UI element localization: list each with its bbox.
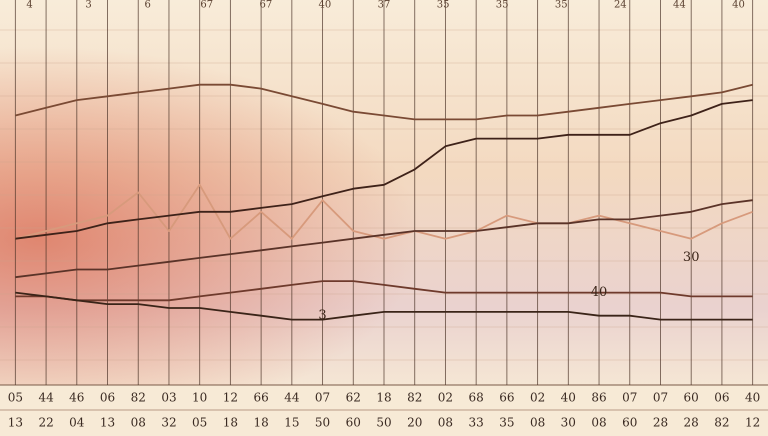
x-tick-label-2: 60 — [346, 416, 361, 430]
x-tick-label: 46 — [69, 391, 84, 405]
top-label: 35 — [437, 0, 450, 11]
x-tick-label: 40 — [561, 391, 576, 405]
x-tick-label: 18 — [376, 391, 391, 405]
series-line — [15, 291, 753, 321]
x-tick-label-2: 08 — [591, 416, 606, 430]
x-tick-label-2: 05 — [192, 416, 207, 430]
x-tick-label-2: 04 — [69, 416, 85, 430]
x-tick-label-2: 60 — [622, 416, 637, 430]
x-tick-label-2: 82 — [714, 416, 729, 430]
x-tick-label-2: 28 — [684, 416, 699, 430]
x-tick-label: 10 — [192, 391, 207, 405]
x-tick-label-2: 15 — [284, 416, 299, 430]
x-tick-label-2: 08 — [438, 416, 453, 430]
x-tick-label: 12 — [223, 391, 238, 405]
top-label: 3 — [85, 0, 91, 11]
annotation: 3 — [318, 308, 326, 323]
x-tick-label-2: 18 — [223, 416, 238, 430]
series-line — [15, 280, 753, 302]
x-tick-label-2: 50 — [315, 416, 330, 430]
x-tick-label: 07 — [653, 391, 668, 405]
top-label: 6 — [145, 0, 151, 11]
x-tick-label: 02 — [438, 391, 453, 405]
top-label: 35 — [555, 0, 568, 11]
top-label: 35 — [496, 0, 509, 11]
top-label: 44 — [673, 0, 686, 11]
x-tick-label: 62 — [346, 391, 361, 405]
annotation: 40 — [591, 285, 608, 300]
series-line — [15, 199, 753, 279]
x-tick-label-2: 30 — [561, 416, 576, 430]
x-tick-label: 44 — [38, 391, 54, 405]
x-tick-label: 86 — [591, 391, 606, 405]
x-tick-label: 07 — [622, 391, 637, 405]
top-label: 67 — [200, 0, 213, 11]
top-label: 37 — [378, 0, 391, 11]
x-tick-label: 44 — [284, 391, 300, 405]
x-tick-label: 40 — [745, 391, 760, 405]
series-line — [15, 83, 753, 121]
x-tick-label: 02 — [530, 391, 545, 405]
top-label: 40 — [319, 0, 332, 11]
x-tick-label-2: 13 — [100, 416, 115, 430]
x-tick-label: 68 — [469, 391, 484, 405]
annotation: 30 — [683, 250, 700, 265]
x-tick-label-2: 13 — [8, 416, 23, 430]
x-tick-label: 06 — [100, 391, 115, 405]
x-tick-label-2: 33 — [469, 416, 484, 430]
x-tick-label: 07 — [315, 391, 330, 405]
x-tick-label: 06 — [714, 391, 729, 405]
top-label: 24 — [614, 0, 627, 11]
x-tick-label: 60 — [684, 391, 699, 405]
x-tick-label-2: 35 — [499, 416, 514, 430]
series-line — [15, 99, 753, 240]
x-tick-label: 82 — [131, 391, 146, 405]
series-line — [15, 183, 753, 240]
x-tick-label-2: 20 — [407, 416, 422, 430]
x-tick-label-2: 12 — [745, 416, 760, 430]
x-tick-label-2: 18 — [253, 416, 268, 430]
top-label: 67 — [259, 0, 272, 11]
x-tick-label-2: 28 — [653, 416, 668, 430]
x-tick-label: 82 — [407, 391, 422, 405]
top-label: 40 — [732, 0, 745, 11]
x-tick-label: 03 — [161, 391, 176, 405]
x-tick-label: 66 — [499, 391, 514, 405]
x-tick-label-2: 22 — [38, 416, 53, 430]
x-tick-label-2: 50 — [376, 416, 391, 430]
x-tick-label-2: 08 — [530, 416, 545, 430]
x-tick-label-2: 08 — [131, 416, 146, 430]
x-tick-label-2: 32 — [161, 416, 176, 430]
top-label: 4 — [26, 0, 32, 11]
x-tick-label: 66 — [253, 391, 268, 405]
x-tick-label: 05 — [8, 391, 23, 405]
